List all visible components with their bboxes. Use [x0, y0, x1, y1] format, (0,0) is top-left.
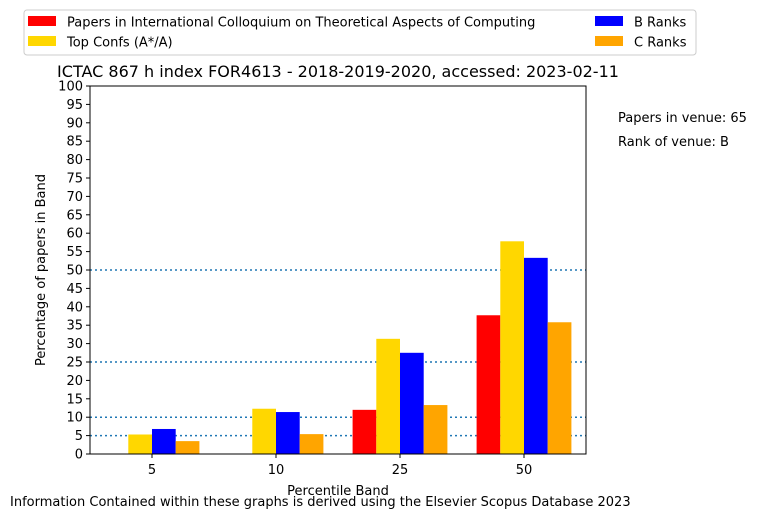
y-tick-label: 75 — [66, 172, 83, 187]
y-tick-label: 35 — [66, 319, 83, 334]
bar — [524, 257, 548, 454]
papers-in-venue-note: Papers in venue: 65 — [618, 111, 747, 126]
y-tick-label: 55 — [66, 245, 83, 260]
bar — [476, 315, 501, 454]
x-tick-label: 5 — [148, 463, 156, 478]
y-tick-label: 80 — [66, 153, 83, 168]
y-tick-label: 5 — [75, 429, 83, 444]
y-tick-label: 15 — [66, 392, 83, 407]
legend-swatch — [595, 36, 623, 46]
bar — [500, 241, 524, 454]
bar — [175, 441, 200, 454]
bar — [152, 428, 176, 454]
legend: Papers in International Colloquium on Th… — [23, 9, 697, 56]
legend-label: Top Confs (A*/A) — [66, 36, 173, 51]
legend-box — [23, 9, 697, 56]
y-tick-label: 65 — [66, 208, 83, 223]
bar — [547, 322, 572, 454]
y-tick-label: 25 — [66, 356, 83, 371]
bar — [276, 412, 300, 454]
legend-swatch — [595, 16, 623, 26]
x-tick-label: 25 — [392, 463, 409, 478]
y-tick-label: 60 — [66, 227, 83, 242]
x-tick-label: 10 — [268, 463, 285, 478]
y-tick-label: 30 — [66, 337, 83, 352]
bar — [376, 338, 400, 454]
legend-swatch — [28, 36, 56, 46]
y-tick-label: 95 — [66, 98, 83, 113]
rank-of-venue-note: Rank of venue: B — [618, 135, 729, 150]
legend-label: Papers in International Colloquium on Th… — [67, 16, 535, 31]
chart-title: ICTAC 867 h index FOR4613 - 2018-2019-20… — [57, 62, 619, 81]
bar — [423, 405, 448, 454]
y-tick-label: 10 — [66, 411, 83, 426]
bar — [352, 409, 377, 454]
y-axis-label: Percentage of papers in Band — [34, 174, 49, 366]
y-tick-label: 40 — [66, 300, 83, 315]
bar — [400, 352, 424, 454]
bar — [128, 434, 152, 454]
legend-swatch — [28, 16, 56, 26]
y-tick-label: 85 — [66, 135, 83, 150]
x-axis-label: Percentile Band — [287, 484, 389, 499]
y-tick-label: 90 — [66, 116, 83, 131]
y-tick-label: 50 — [66, 264, 83, 279]
bar — [252, 408, 276, 454]
legend-label: B Ranks — [634, 16, 687, 31]
y-tick-label: 100 — [58, 80, 83, 95]
y-axis: 0 5 10 15 20 25 30 35 40 45 50 55 60 65 70 75 80 85 90 95 10… — [58, 80, 90, 463]
y-tick-label: 70 — [66, 190, 83, 205]
x-axis: 5 10 25 50 — [148, 454, 532, 478]
legend-label: C Ranks — [634, 36, 687, 51]
data-source-footer: Information Contained within these graph… — [10, 495, 631, 510]
y-tick-label: 45 — [66, 282, 83, 297]
x-tick-label: 50 — [516, 463, 533, 478]
bars — [128, 241, 572, 454]
y-tick-label: 20 — [66, 374, 83, 389]
bar — [299, 434, 324, 454]
y-tick-label: 0 — [75, 448, 83, 463]
